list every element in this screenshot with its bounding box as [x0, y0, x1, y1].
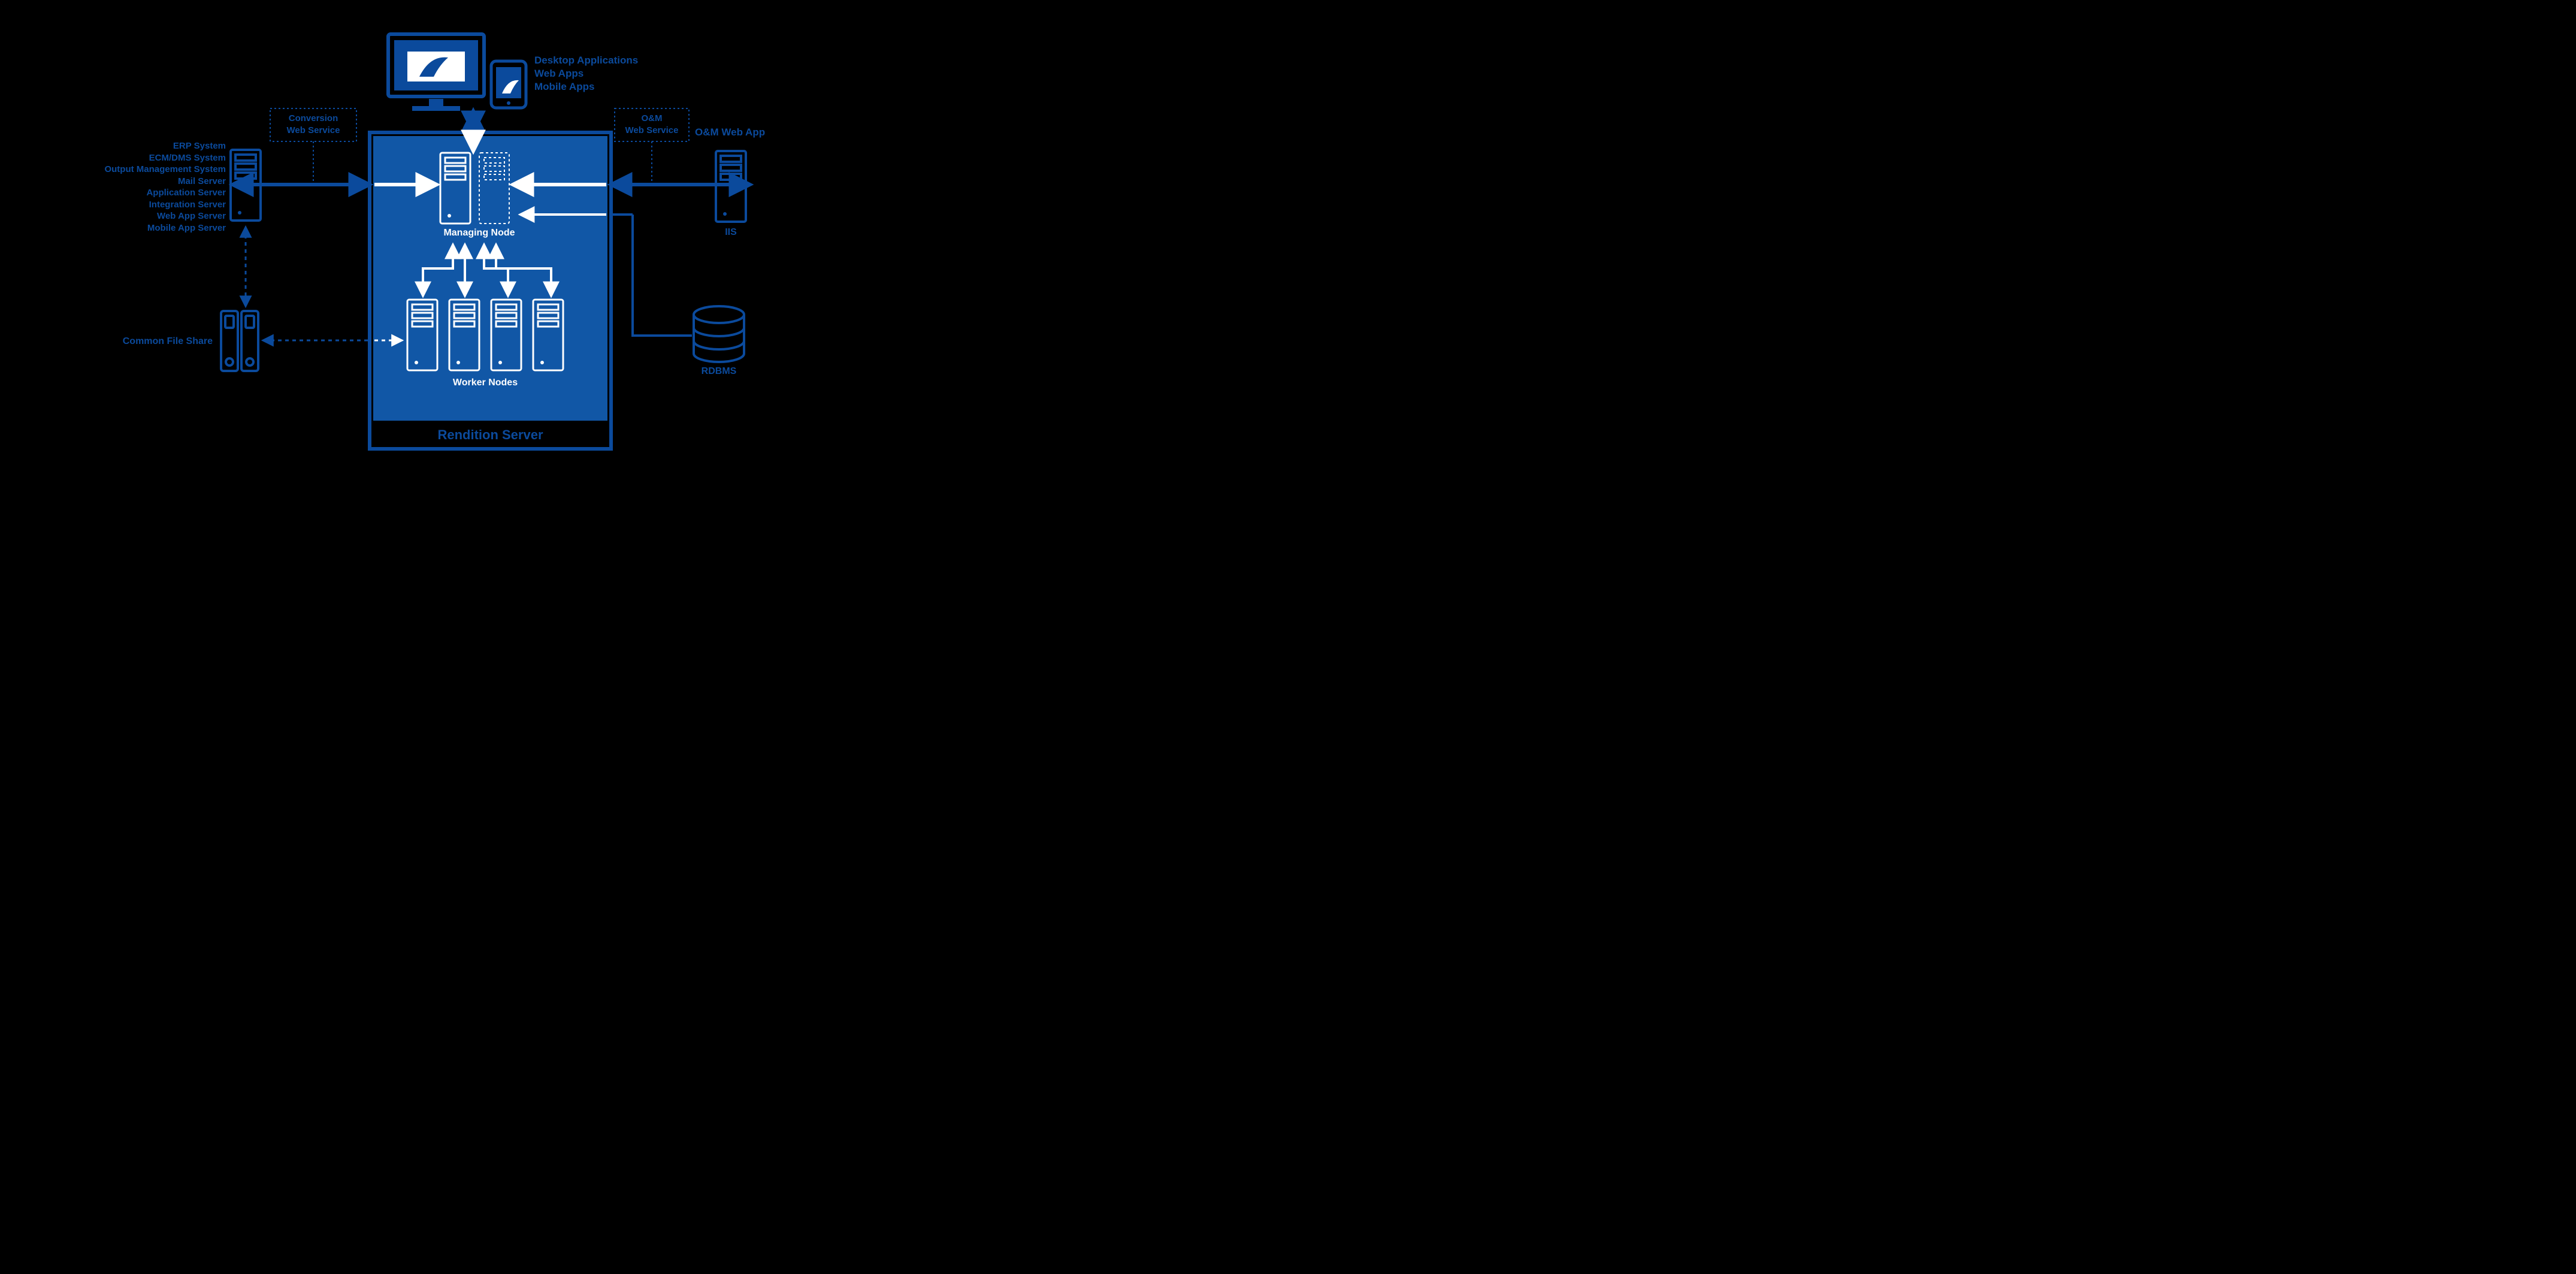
list-item: Output Management System [55, 164, 226, 176]
conversion-box-label: Conversion Web Service [270, 113, 356, 136]
clients-line: Web Apps [534, 67, 638, 80]
clients-label: Desktop Applications Web Apps Mobile App… [534, 54, 638, 93]
managing-node-label: Managing Node [419, 228, 539, 239]
erp-list: ERP System ECM/DMS System Output Managem… [55, 140, 226, 234]
clients-line: Desktop Applications [534, 54, 638, 67]
list-item: ECM/DMS System [55, 152, 226, 164]
list-item: Application Server [55, 187, 226, 199]
common-file-share-label: Common File Share [93, 336, 213, 348]
worker-nodes-label: Worker Nodes [419, 378, 551, 388]
iis-label: IIS [716, 227, 746, 239]
list-item: Mobile App Server [55, 222, 226, 234]
list-item: Mail Server [55, 176, 226, 188]
oam-web-app-label: O&M Web App [695, 126, 765, 139]
list-item: ERP System [55, 140, 226, 152]
rendition-title: Rendition Server [373, 427, 607, 444]
rdbms-label: RDBMS [694, 366, 744, 378]
list-item: Integration Server [55, 199, 226, 211]
clients-line: Mobile Apps [534, 80, 638, 93]
list-item: Web App Server [55, 210, 226, 222]
oam-box-label: O&M Web Service [615, 113, 689, 136]
